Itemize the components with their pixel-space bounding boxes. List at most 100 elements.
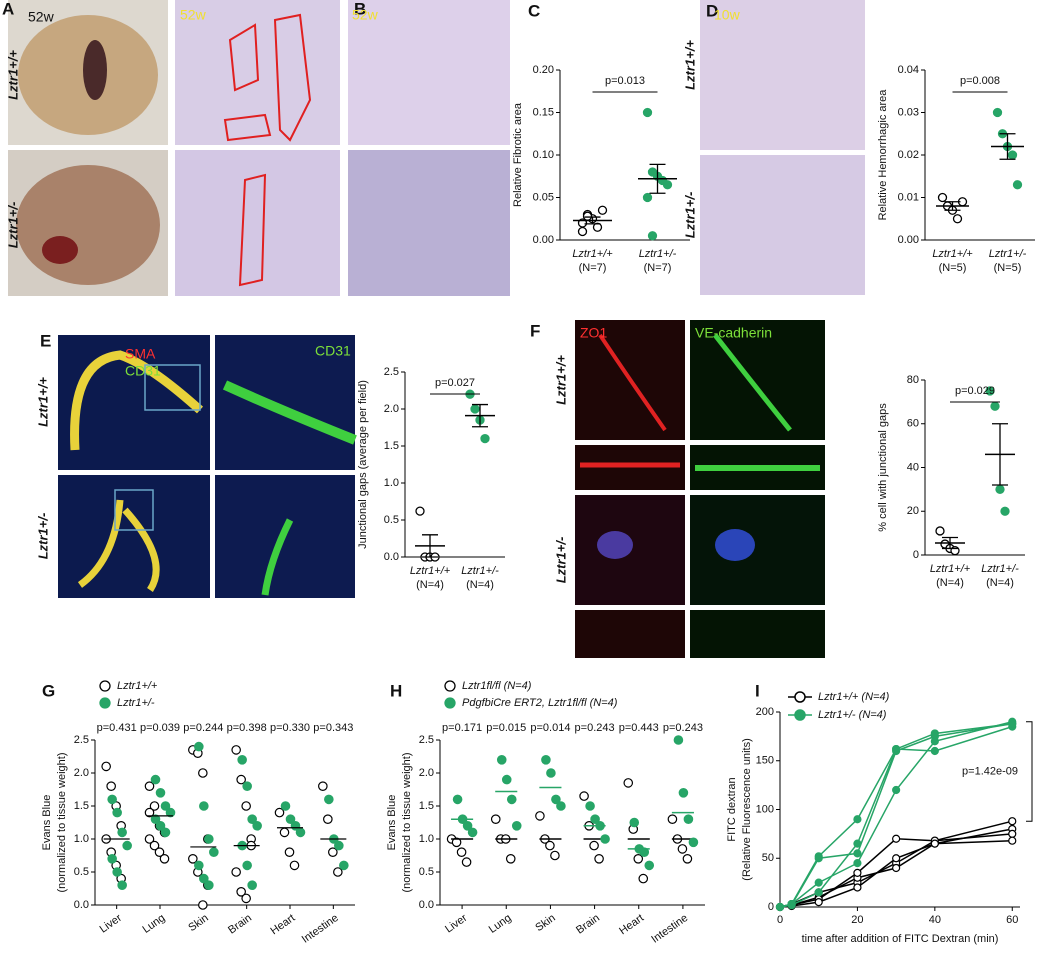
fluorescence — [215, 335, 355, 470]
panel-letter: F — [530, 321, 540, 340]
lung-shape — [16, 165, 160, 285]
p-value: p=0.008 — [960, 75, 1000, 87]
p-value: p=0.015 — [486, 722, 526, 734]
data-point — [677, 844, 688, 854]
data-point — [285, 814, 296, 824]
error-bar — [942, 536, 958, 550]
group-size: (N=4) — [936, 577, 964, 589]
panel-letter: E — [40, 331, 51, 350]
data-point — [1012, 180, 1023, 190]
x-tick-label: 60 — [1006, 914, 1018, 926]
y-tick-label: 20 — [907, 505, 919, 517]
x-tick-label: Heart — [617, 912, 646, 937]
y-tick-label: 0.5 — [384, 514, 399, 526]
image-label: CD31 — [125, 363, 161, 379]
data-point — [647, 231, 658, 241]
row-label: Lztr1+/+ — [553, 355, 568, 405]
data-point — [456, 847, 467, 857]
data-point — [144, 834, 155, 844]
group-label: Lztr1+/+ — [410, 565, 451, 577]
data-point — [930, 737, 939, 746]
nucleus — [715, 529, 755, 561]
data-point — [579, 791, 589, 801]
data-point — [241, 893, 251, 904]
data-point — [644, 860, 655, 871]
legend-label: Lztr1+/+ (N=4) — [818, 691, 890, 703]
legend-marker — [794, 709, 806, 721]
data-point — [117, 827, 127, 838]
data-point — [952, 214, 963, 224]
y-tick-label: 0.05 — [533, 191, 554, 203]
image-label: SMA — [125, 346, 156, 362]
data-point — [623, 778, 634, 788]
error-bar — [944, 201, 961, 211]
p-value: p=0.027 — [435, 377, 475, 389]
data-point — [985, 386, 995, 396]
p-value: p=0.013 — [605, 75, 645, 87]
x-tick-label: Intestine — [649, 912, 690, 946]
data-point — [853, 849, 862, 858]
image-label: VE-cadherin — [695, 325, 772, 341]
y-tick-label: 1.0 — [419, 833, 434, 845]
data-point — [150, 774, 161, 785]
data-point — [546, 768, 556, 778]
nucleus — [597, 531, 633, 559]
data-point — [150, 814, 161, 824]
image-label: CD31 — [315, 343, 351, 359]
data-point — [673, 735, 684, 745]
data-point — [452, 794, 463, 805]
data-point — [274, 807, 285, 818]
group-label: Lztr1+/- — [981, 563, 1019, 575]
y-tick-label: 2.0 — [419, 767, 434, 779]
data-point — [678, 787, 689, 798]
error-bar — [422, 534, 438, 558]
y-tick-label: 0.5 — [74, 866, 89, 878]
data-point — [112, 807, 122, 818]
panel-letter: D — [706, 1, 718, 20]
y-axis-label: Evans Blue — [386, 795, 398, 851]
data-point — [545, 840, 555, 851]
data-point — [209, 847, 219, 857]
data-point — [165, 807, 176, 818]
y-tick-label: 0.10 — [533, 149, 554, 161]
data-point — [535, 811, 545, 821]
x-tick-label: Brain — [226, 912, 254, 937]
histology — [348, 150, 510, 296]
x-tick-label: Heart — [268, 912, 297, 937]
data-point — [930, 729, 939, 738]
data-point — [160, 827, 171, 838]
data-point — [892, 854, 901, 863]
legend-marker — [99, 697, 111, 709]
panel-letter: A — [2, 0, 14, 18]
image-label: 52w — [28, 9, 55, 25]
histology — [175, 150, 340, 296]
data-point — [159, 853, 170, 864]
data-point — [638, 873, 649, 884]
group-label: Lztr1+/+ — [572, 248, 613, 260]
image-label: 10w — [714, 7, 741, 23]
data-point — [541, 754, 551, 765]
data-point — [589, 840, 599, 851]
group-size: (N=7) — [644, 262, 672, 274]
data-point — [1008, 817, 1017, 826]
data-point — [188, 853, 198, 864]
p-value: p=0.431 — [97, 722, 137, 734]
legend-marker — [99, 680, 111, 692]
panel-letter: H — [390, 681, 402, 700]
x-tick-label: Skin — [186, 912, 210, 934]
data-point — [814, 854, 823, 863]
data-point — [462, 820, 473, 831]
inset-box — [114, 489, 154, 531]
vessel — [261, 518, 294, 596]
error-bar — [992, 423, 1008, 486]
data-point — [550, 850, 560, 861]
data-point — [334, 840, 344, 851]
figure-texts: A B C D E F G H I 52w 52w 52w 10w SMA CD… — [2, 0, 772, 700]
panel-letter: G — [42, 681, 55, 700]
p-value: p=0.244 — [183, 722, 223, 734]
x-tick-label: Skin — [533, 912, 557, 934]
p-value: p=0.443 — [619, 722, 659, 734]
data-point — [633, 853, 644, 864]
y-tick-label: 100 — [756, 803, 774, 815]
